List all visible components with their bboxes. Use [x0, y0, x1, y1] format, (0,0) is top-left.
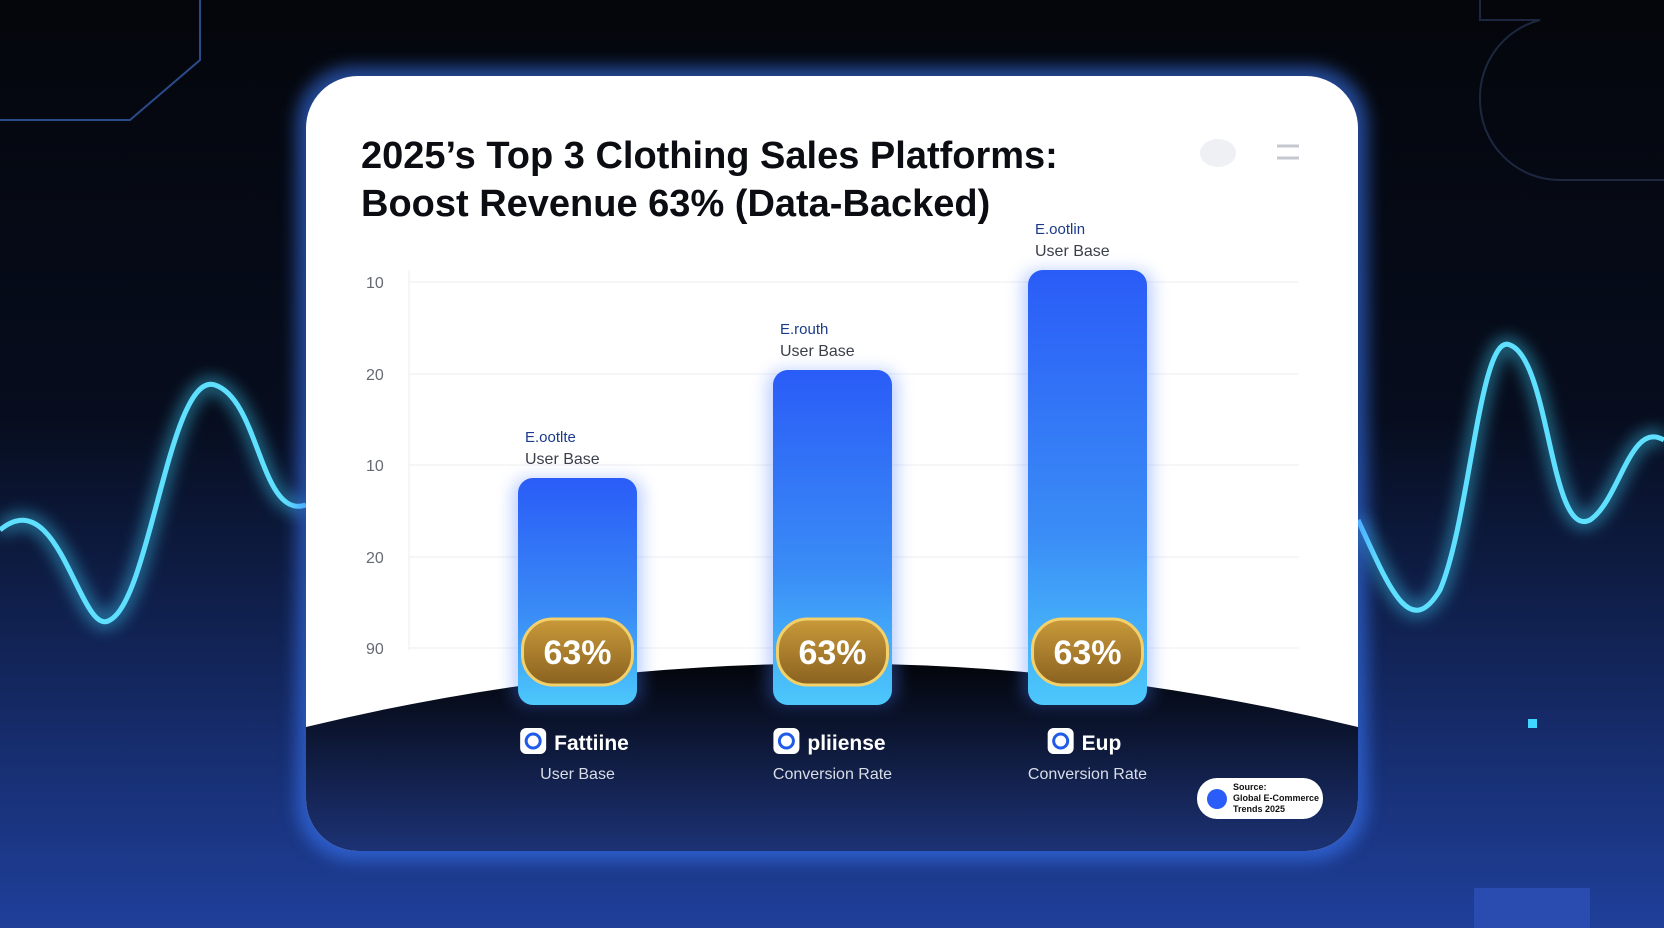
source-icon — [1207, 789, 1227, 809]
platform-caption: Conversion Rate — [773, 766, 892, 783]
badge — [521, 617, 634, 687]
source-text: Global E-Commerce — [1233, 793, 1319, 803]
bar-top-label: E.ootlte — [525, 429, 576, 446]
platform-icon — [773, 728, 800, 754]
deco-line — [1478, 0, 1664, 181]
axis-label: 20 — [366, 367, 384, 384]
platform-icon — [1047, 728, 1074, 754]
platform-icon — [520, 728, 547, 754]
platform-icon-mark — [1052, 732, 1070, 750]
deco-line — [0, 0, 201, 121]
axis-label: 20 — [366, 550, 384, 567]
axis-label: 10 — [366, 275, 384, 292]
axis-label: 10 — [366, 458, 384, 475]
deco-block — [1474, 888, 1590, 928]
waves — [0, 337, 1664, 629]
platform-name: pliiense — [807, 732, 885, 755]
badge — [776, 617, 889, 687]
title-line: Boost Revenue 63% (Data-Backed) — [361, 183, 990, 225]
badge — [1031, 617, 1144, 687]
badge-text: 63% — [798, 634, 866, 672]
bar — [1028, 270, 1147, 705]
badge-text: 63% — [543, 634, 611, 672]
title-line: 2025’s Top 3 Clothing Sales Platforms: — [361, 135, 1058, 177]
deco-dot — [1528, 719, 1537, 728]
bar-top-label: E.routh — [780, 321, 828, 338]
bar-top-label: E.ootlin — [1035, 221, 1085, 238]
bar-top-label: User Base — [1035, 243, 1110, 260]
platform-icon-mark — [777, 732, 795, 750]
platform-icon-mark — [524, 732, 542, 750]
bar-top-label: User Base — [525, 451, 600, 468]
platform-name: Fattiine — [554, 732, 629, 755]
menu-icon[interactable] — [1277, 144, 1299, 160]
platform-caption: Conversion Rate — [1028, 766, 1147, 783]
toggle-icon[interactable] — [1200, 139, 1236, 167]
source-pill — [1197, 778, 1323, 819]
source-text: Source: — [1233, 782, 1267, 792]
platform-caption: User Base — [540, 766, 615, 783]
bar-top-label: User Base — [780, 343, 855, 360]
card-floor — [306, 663, 1358, 851]
source-text: Trends 2025 — [1233, 804, 1285, 814]
axis-label: 90 — [366, 641, 384, 658]
badge-text: 63% — [1053, 634, 1121, 672]
platform-name: Eup — [1082, 732, 1122, 755]
